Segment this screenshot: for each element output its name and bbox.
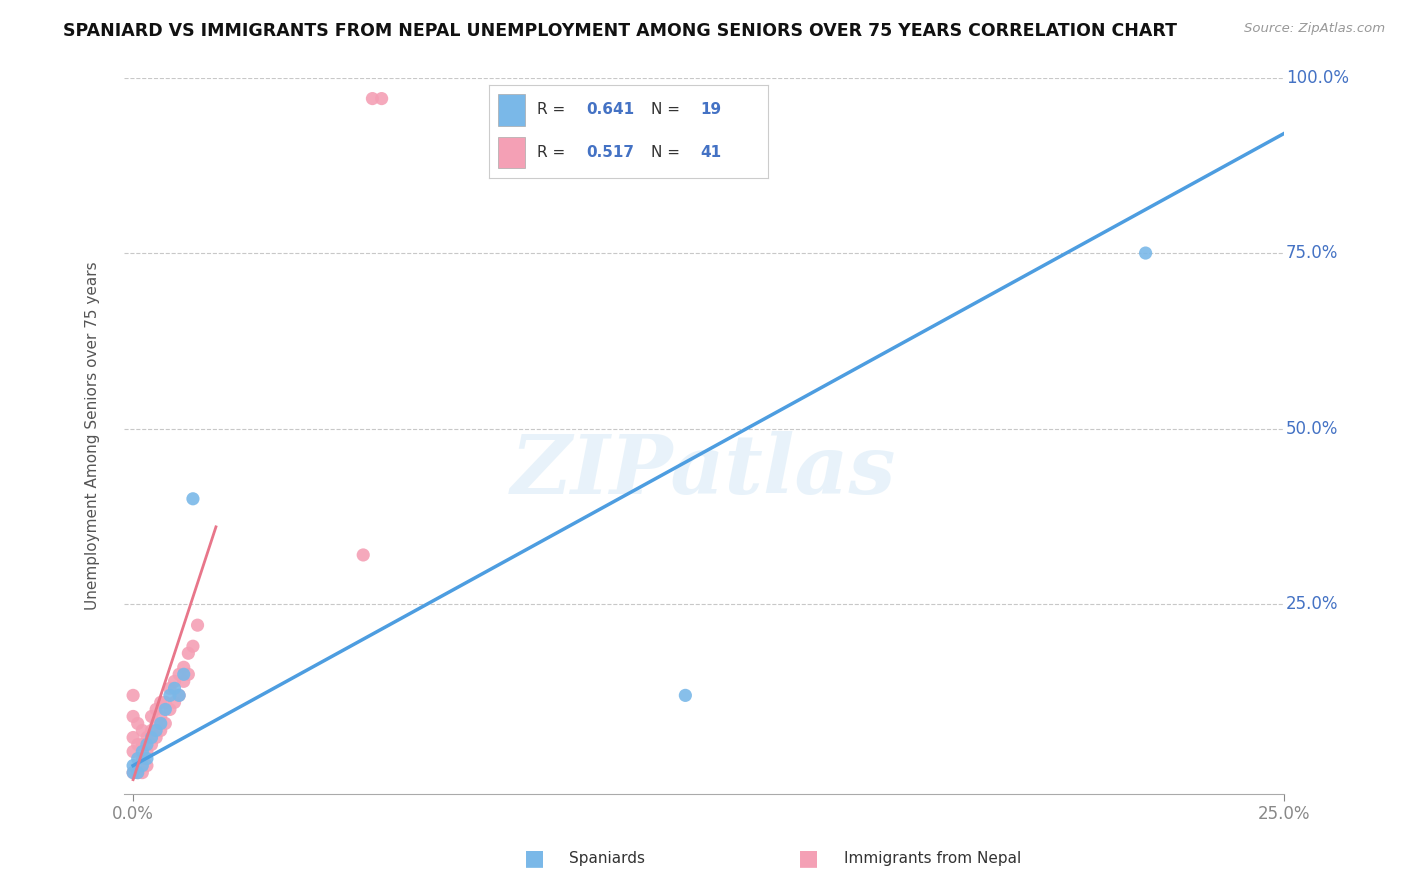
Point [131,765,153,780]
Text: 50.0%: 50.0% [1286,419,1339,438]
Point [141,709,163,723]
Point [145,731,167,745]
Point [149,716,172,731]
Point [122,765,145,780]
Point [135,758,157,772]
Point [141,723,163,738]
Text: ZIPatlas: ZIPatlas [510,432,897,511]
Point [135,745,157,759]
Point [131,738,153,752]
Point [122,765,145,780]
Point [127,751,149,765]
Point [145,702,167,716]
Point [155,695,177,709]
Point [163,674,186,689]
Point [127,738,149,752]
Point [135,751,157,765]
Point [145,723,167,738]
Point [167,667,190,681]
Point [131,745,153,759]
Point [159,702,181,716]
Text: 25.0%: 25.0% [1286,595,1339,613]
Point [131,751,153,765]
Point [159,681,181,696]
Point [131,758,153,772]
Point [167,689,190,703]
Point [177,667,200,681]
Point [141,731,163,745]
Point [163,695,186,709]
Text: 100.0%: 100.0% [1286,69,1348,87]
Point [122,758,145,772]
Point [122,731,145,745]
Text: ■: ■ [799,848,818,868]
Point [187,618,209,632]
Point [122,689,145,703]
Point [181,639,204,653]
Point [167,689,190,703]
Text: Source: ZipAtlas.com: Source: ZipAtlas.com [1244,22,1385,36]
Text: SPANIARD VS IMMIGRANTS FROM NEPAL UNEMPLOYMENT AMONG SENIORS OVER 75 YEARS CORRE: SPANIARD VS IMMIGRANTS FROM NEPAL UNEMPL… [63,22,1177,40]
Text: Spaniards: Spaniards [569,851,645,865]
Point [361,92,384,106]
Point [370,92,392,106]
Point [149,723,172,738]
Point [122,745,145,759]
Point [145,716,167,731]
Point [163,681,186,696]
Point [173,674,195,689]
Point [131,723,153,738]
Point [127,765,149,780]
Point [1135,246,1157,260]
Point [127,716,149,731]
Y-axis label: Unemployment Among Seniors over 75 years: Unemployment Among Seniors over 75 years [86,261,100,610]
Text: 75.0%: 75.0% [1286,244,1339,262]
Point [155,702,177,716]
Point [181,491,204,506]
Point [149,709,172,723]
Point [159,689,181,703]
Point [173,660,195,674]
Text: ■: ■ [524,848,544,868]
Point [127,765,149,780]
Point [173,667,195,681]
Point [135,731,157,745]
Point [135,738,157,752]
Text: Immigrants from Nepal: Immigrants from Nepal [844,851,1021,865]
Point [673,689,696,703]
Point [352,548,374,562]
Point [155,716,177,731]
Point [177,646,200,660]
Point [149,695,172,709]
Point [122,709,145,723]
Point [141,738,163,752]
